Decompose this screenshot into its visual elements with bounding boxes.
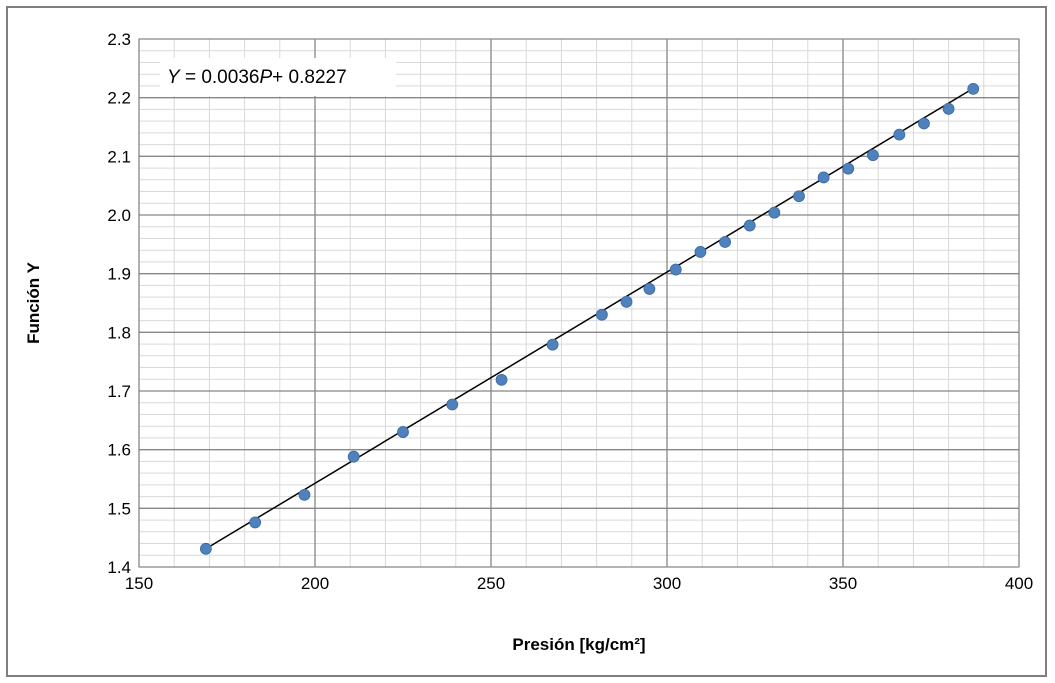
eq-var-p: P bbox=[259, 67, 272, 88]
x-axis: 150 200 250 300 350 400 bbox=[125, 574, 1033, 593]
y-tick-label: 2.1 bbox=[107, 147, 131, 166]
y-tick-label: 2.3 bbox=[107, 30, 131, 49]
eq-var-y: Y bbox=[167, 67, 181, 88]
data-point bbox=[743, 219, 756, 232]
data-point bbox=[694, 246, 707, 258]
data-point bbox=[768, 206, 781, 219]
data-point bbox=[669, 263, 682, 276]
x-tick-label: 150 bbox=[125, 574, 153, 593]
y-tick-label: 1.4 bbox=[107, 558, 131, 577]
data-point bbox=[867, 149, 879, 162]
data-point bbox=[546, 338, 559, 351]
data-point bbox=[495, 373, 508, 386]
trendline-equation: Y = 0.0036P+ 0.8227 bbox=[167, 67, 347, 88]
x-tick-label: 250 bbox=[477, 574, 505, 593]
y-tick-label: 2.0 bbox=[107, 206, 131, 225]
data-point bbox=[793, 190, 805, 203]
data-point bbox=[446, 398, 459, 411]
data-point bbox=[918, 117, 930, 130]
eq-coef: = 0.0036 bbox=[180, 67, 260, 88]
grid bbox=[138, 38, 1020, 568]
data-point bbox=[893, 128, 906, 141]
data-point bbox=[249, 516, 262, 529]
data-points bbox=[199, 82, 980, 555]
plot-area bbox=[138, 38, 1020, 568]
data-point bbox=[298, 488, 311, 501]
y-tick-label: 1.6 bbox=[107, 441, 131, 460]
eq-intercept: + 0.8227 bbox=[272, 67, 347, 88]
equation-box: Y = 0.0036P+ 0.8227 bbox=[160, 58, 396, 96]
data-point bbox=[397, 426, 409, 438]
data-point bbox=[595, 308, 608, 321]
x-tick-label: 350 bbox=[829, 574, 857, 593]
data-point bbox=[719, 236, 731, 248]
data-point bbox=[620, 295, 633, 308]
y-tick-label: 2.2 bbox=[107, 89, 131, 108]
data-point bbox=[347, 450, 360, 463]
y-axis-title: Función Y bbox=[24, 261, 43, 344]
data-point bbox=[817, 171, 830, 184]
data-point bbox=[842, 162, 855, 175]
data-point bbox=[643, 283, 656, 295]
trendline bbox=[205, 87, 974, 550]
x-tick-label: 200 bbox=[301, 574, 329, 593]
x-tick-label: 300 bbox=[653, 574, 681, 593]
y-tick-label: 1.9 bbox=[107, 265, 131, 284]
y-axis: 1.4 1.5 1.6 1.7 1.8 1.9 2.0 2.1 2.2 2.3 bbox=[107, 30, 131, 577]
y-tick-label: 1.8 bbox=[107, 323, 131, 342]
y-tick-label: 1.7 bbox=[107, 382, 131, 401]
data-point bbox=[199, 542, 212, 555]
data-point bbox=[967, 82, 980, 95]
y-tick-label: 1.5 bbox=[107, 499, 131, 518]
x-tick-label: 400 bbox=[1005, 574, 1033, 593]
data-point bbox=[942, 102, 955, 115]
x-axis-title: Presión [kg/cm²] bbox=[512, 635, 645, 654]
